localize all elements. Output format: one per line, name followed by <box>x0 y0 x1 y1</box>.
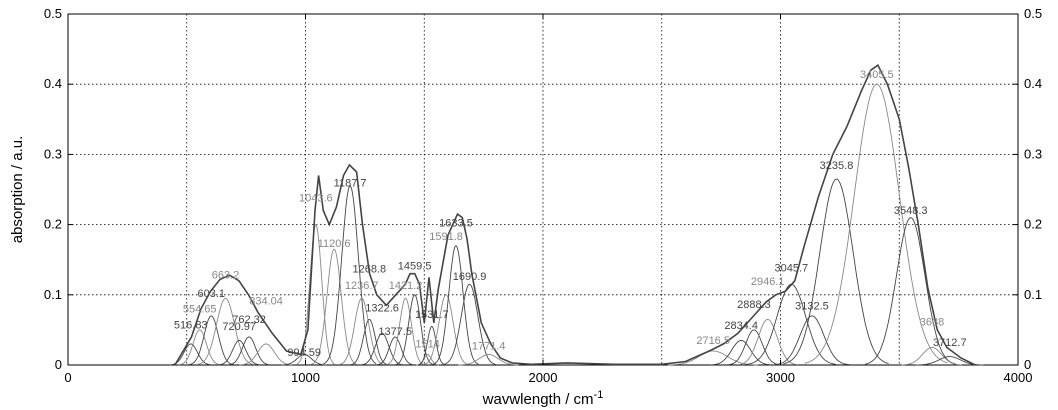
component-peak-1633.5 <box>433 245 479 365</box>
component-peak-3405.5 <box>804 83 948 364</box>
y-tick-label-left: 0 <box>55 357 62 372</box>
component-peak-1377.5 <box>376 336 414 366</box>
peak-label-1531.7: 1531.7 <box>415 309 449 321</box>
component-peak-3132.5 <box>773 315 850 366</box>
grid-lines <box>68 14 1018 365</box>
peak-label-2946.1: 2946.1 <box>751 276 785 288</box>
component-peaks <box>169 83 984 366</box>
y-tick-label-right: 0.1 <box>1024 287 1042 302</box>
y-tick-label-right: 0 <box>1024 357 1031 372</box>
component-peak-3045.7 <box>745 283 837 365</box>
component-peak-1187.7 <box>323 185 377 365</box>
peak-label-2888.3: 2888.3 <box>737 299 771 311</box>
peak-label-3712.7: 3712.7 <box>933 337 967 349</box>
x-tick-label: 0 <box>64 370 71 385</box>
peak-label-720.97: 720.97 <box>222 321 256 333</box>
component-peak-834.04 <box>239 343 293 366</box>
x-axis-label: wavwlength / cm-1 <box>482 389 604 408</box>
peak-label-1421.2: 1421.2 <box>389 280 423 292</box>
peak-label-3045.7: 3045.7 <box>775 263 809 275</box>
y-tick-label-right: 0.4 <box>1024 76 1042 91</box>
component-peak-1459.5 <box>395 294 434 366</box>
peak-label-1268.8: 1268.8 <box>353 263 387 275</box>
peak-label-1322.6: 1322.6 <box>365 303 399 315</box>
peak-label-2834.4: 2834.4 <box>724 320 758 332</box>
component-peak-516.83 <box>169 343 212 366</box>
component-peak-1531.7 <box>417 325 446 366</box>
component-peak-554.65 <box>178 329 221 366</box>
component-peak-3548.3 <box>865 217 956 365</box>
y-tick-label-left: 0.1 <box>44 287 62 302</box>
component-peak-2834.4 <box>710 339 771 366</box>
component-peak-994.59 <box>281 354 327 366</box>
x-tick-label: 3000 <box>766 370 795 385</box>
x-tick-label: 4000 <box>1004 370 1033 385</box>
x-tick-label: 2000 <box>529 370 558 385</box>
y-tick-label-right: 0.5 <box>1024 6 1042 21</box>
y-tick-label-right: 0.3 <box>1024 146 1042 161</box>
component-peak-1591.8 <box>423 294 469 366</box>
component-peak-762.32 <box>227 336 270 366</box>
component-peak-720.97 <box>217 339 261 366</box>
component-peak-603.1 <box>188 315 234 366</box>
peak-label-663.2: 663.2 <box>212 270 240 282</box>
y-tick-label-left: 0.3 <box>44 146 62 161</box>
peak-label-1771.4: 1771.4 <box>472 341 506 353</box>
peak-label-1377.5: 1377.5 <box>378 326 412 338</box>
component-peak-1043.6 <box>296 224 335 365</box>
peak-label-3405.5: 3405.5 <box>860 69 894 81</box>
peak-label-603.1: 603.1 <box>197 288 225 300</box>
peak-label-1236.7: 1236.7 <box>345 280 379 292</box>
component-peak-1236.7 <box>338 297 385 366</box>
component-peak-3235.8 <box>783 178 889 365</box>
peak-label-1120.6: 1120.6 <box>318 238 351 250</box>
peak-label-1043.6: 1043.6 <box>299 192 333 204</box>
peak-label-1690.9: 1690.9 <box>453 271 487 283</box>
component-peak-1322.6 <box>360 332 404 366</box>
peak-label-3548.3: 3548.3 <box>894 205 928 217</box>
peak-label-1591.8: 1591.8 <box>429 231 463 243</box>
peak-label-3638: 3638 <box>920 317 944 329</box>
peak-label-1633.5: 1633.5 <box>439 218 473 230</box>
peak-label-554.65: 554.65 <box>183 303 217 315</box>
peak-label-994.59: 994.59 <box>287 347 321 359</box>
y-tick-label-left: 0.5 <box>44 6 62 21</box>
peak-label-834.04: 834.04 <box>249 296 283 308</box>
y-axis-label: absorption / a.u. <box>9 136 26 244</box>
peak-label-516.83: 516.83 <box>174 319 208 331</box>
component-peak-3638 <box>901 347 962 366</box>
component-peak-663.2 <box>196 297 254 366</box>
peak-label-1459.5: 1459.5 <box>398 261 432 273</box>
component-peak-1421.2 <box>386 297 425 366</box>
peak-label-762.32: 762.32 <box>232 314 266 326</box>
component-peak-1771.4 <box>458 354 519 366</box>
peak-label-1514: 1514 <box>415 338 439 350</box>
x-tick-label: 1000 <box>291 370 320 385</box>
component-peak-1690.9 <box>442 283 496 365</box>
component-peak-1268.8 <box>350 318 388 366</box>
envelope-curve <box>174 64 976 366</box>
peak-label-2716.5: 2716.5 <box>696 335 730 347</box>
y-tick-label-left: 0.2 <box>44 217 62 232</box>
component-peak-2888.3 <box>727 329 780 366</box>
y-tick-label-right: 0.2 <box>1024 217 1042 232</box>
peak-label-3235.8: 3235.8 <box>820 160 854 172</box>
peak-label-3132.5: 3132.5 <box>795 301 829 313</box>
y-tick-label-left: 0.4 <box>44 76 62 91</box>
peak-label-1187.7: 1187.7 <box>334 178 367 190</box>
